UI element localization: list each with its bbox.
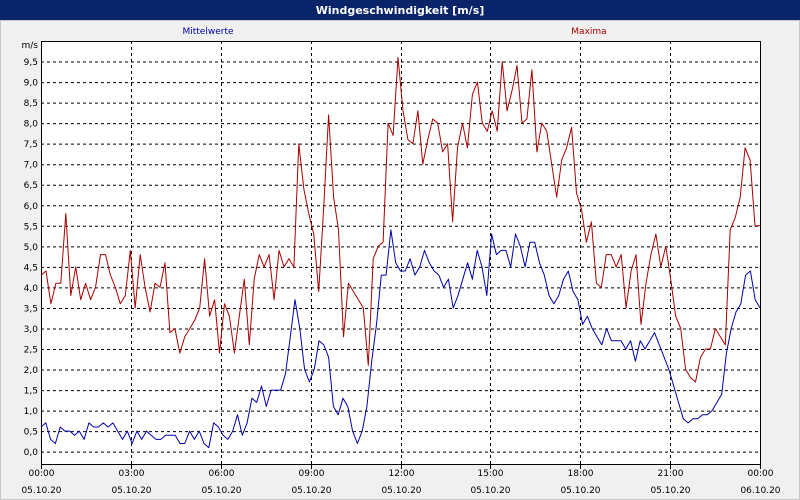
- x-tick-time: 06:00: [209, 469, 235, 479]
- x-tick-date: 05.10.20: [381, 486, 421, 496]
- window-title: Windgeschwindigkeit [m/s]: [0, 0, 800, 20]
- x-tick-date: 05.10.20: [470, 486, 510, 496]
- x-tick-date: 06.10.20: [740, 486, 780, 496]
- y-tick-label: 4,5: [24, 263, 38, 273]
- plot-area: [41, 41, 760, 464]
- x-tick-date: 05.10.20: [201, 486, 241, 496]
- y-tick-label: 5,5: [24, 222, 38, 232]
- series-line-mittelwerte: [40, 229, 761, 449]
- y-tick-label: 5,0: [24, 243, 39, 253]
- x-tick-time: 03:00: [119, 469, 145, 479]
- y-tick-label: 2,5: [24, 346, 38, 356]
- chart-svg: 0,0 0,5 1,0 1,5 2,0 2,5 3,0 3,5 4,0 4,5 5,0 5,5 6,0 6…: [21, 27, 780, 496]
- x-tick-date: 05.10.20: [650, 486, 690, 496]
- x-tick-time: 15:00: [478, 469, 504, 479]
- y-tick-label: 0,0: [24, 448, 39, 458]
- y-tick-label: 3,5: [24, 304, 38, 314]
- x-tick-date: 05.10.20: [21, 486, 61, 496]
- series-line-maxima: [40, 56, 760, 383]
- x-tick-time: 21:00: [658, 469, 684, 479]
- y-tick-label: 1,0: [24, 407, 39, 417]
- y-tick-label: 3,0: [24, 325, 39, 335]
- y-tick-label: 7,0: [24, 161, 39, 171]
- y-tick-label: 9,0: [24, 79, 39, 89]
- x-tick-time: 09:00: [299, 469, 325, 479]
- y-tick-label: 6,0: [24, 202, 39, 212]
- x-tick-time: 18:00: [568, 469, 594, 479]
- y-tick-label: 1,5: [24, 387, 38, 397]
- x-tick-date: 05.10.20: [560, 486, 600, 496]
- x-tick-date: 05.10.20: [111, 486, 151, 496]
- x-tick-date: 05.10.20: [291, 486, 331, 496]
- y-tick-label: 2,0: [24, 366, 39, 376]
- legend-mittelwerte: Mittelwerte: [182, 27, 233, 37]
- x-tick-time: 00:00: [748, 469, 774, 479]
- y-tick-label: 8,5: [24, 99, 38, 109]
- y-tick-label: 9,5: [24, 58, 38, 68]
- y-tick-label: 4,0: [24, 284, 39, 294]
- y-tick-label: 8,0: [24, 120, 39, 130]
- plot-border: [41, 41, 761, 465]
- y-tick-label: 7,5: [24, 140, 38, 150]
- y-tick-label: 6,5: [24, 181, 38, 191]
- x-tick-time: 00:00: [29, 469, 55, 479]
- chart-frame: 0,0 0,5 1,0 1,5 2,0 2,5 3,0 3,5 4,0 4,5 5,0 5,5 6,0 6…: [0, 20, 800, 500]
- x-tick-time: 12:00: [389, 469, 415, 479]
- legend-maxima: Maxima: [571, 27, 606, 37]
- y-axis-label: m/s: [22, 41, 39, 51]
- y-tick-label: 0,5: [24, 428, 38, 438]
